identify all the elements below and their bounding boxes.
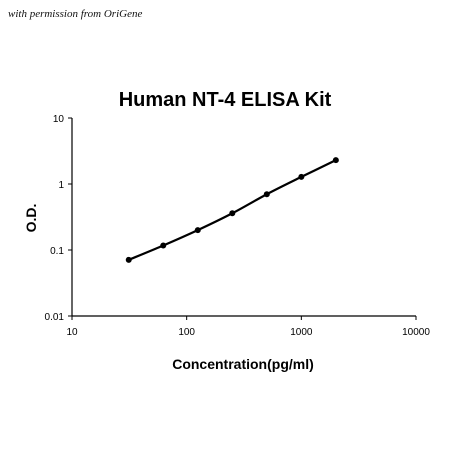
y-axis-title: O.D.: [23, 204, 39, 233]
data-point: [298, 173, 305, 180]
data-point: [125, 256, 132, 263]
data-point: [332, 157, 339, 164]
data-points: [125, 157, 339, 263]
data-point: [160, 242, 167, 249]
chart-title: Human NT-4 ELISA Kit: [119, 89, 332, 111]
data-point: [194, 227, 201, 234]
x-axis-title: Concentration(pg/ml): [172, 356, 314, 372]
x-axis-ticks: 10 100 1000 10000: [66, 316, 430, 338]
y-tick-label: 0.01: [45, 312, 65, 323]
x-tick-label: 10000: [402, 327, 430, 338]
standard-curve-line: [128, 159, 337, 261]
data-point: [229, 210, 236, 217]
y-tick-label: 10: [53, 114, 65, 125]
y-tick-label: 0.1: [50, 246, 64, 257]
y-axis-ticks: 0.01 0.1 1 10: [45, 114, 72, 323]
permission-credit: with permission from OriGene: [8, 8, 143, 20]
x-tick-label: 1000: [290, 327, 313, 338]
data-point: [263, 191, 270, 198]
x-tick-label: 100: [178, 327, 195, 338]
x-tick-label: 10: [66, 327, 78, 338]
y-tick-label: 1: [58, 180, 64, 191]
